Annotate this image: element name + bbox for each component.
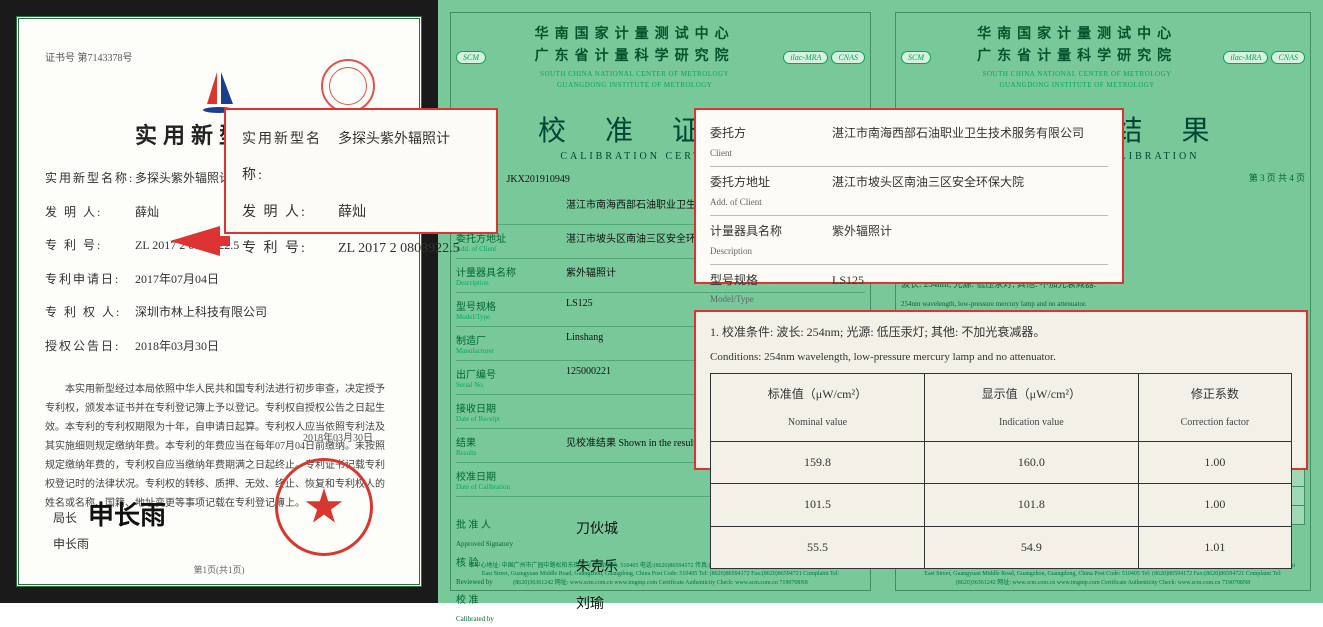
institute-header: 华南国家计量测试中心 广东省计量科学研究院 SOUTH CHINA NATION… — [535, 24, 735, 91]
arrow-icon — [170, 226, 230, 256]
patent-callout: 实用新型名称:多探头紫外辐照计 发 明 人:薛灿 专 利 号:ZL 2017 2… — [224, 108, 498, 234]
patent-certificate: 证书号 第7143378号 实用新型专利 实用新型名称:多探头紫外辐照计 发 明… — [16, 16, 422, 587]
callout-field-row: 型号规格Model/TypeLS125 — [710, 265, 1108, 314]
callout-field-row: 计量器具名称Description紫外辐照计 — [710, 216, 1108, 265]
signature-row: 校 准Calibrated by刘瑜 — [456, 590, 865, 627]
cnas-logo-icon: CNAS — [831, 51, 865, 64]
scm-logo-icon: SCM — [456, 51, 486, 64]
top-seal-icon — [321, 59, 375, 113]
client-callout: 委托方Client湛江市南海西部石油职业卫生技术服务有限公司委托方地址Add. … — [694, 108, 1124, 284]
table-callout: 1. 校准条件: 波长: 254nm; 光源: 低压汞灯; 其他: 不加光衰减器… — [694, 310, 1308, 470]
ilac-logo-icon: ilac-MRA — [783, 51, 828, 64]
callout-field-row: 委托方Client湛江市南海西部石油职业卫生技术服务有限公司 — [710, 118, 1108, 167]
patent-page-footer: 第1页(共1页) — [19, 563, 419, 576]
director-signature: 申长雨 — [88, 495, 166, 537]
patent-certificate-frame: 证书号 第7143378号 实用新型专利 实用新型名称:多探头紫外辐照计 发 明… — [0, 0, 438, 603]
national-seal-icon — [275, 458, 373, 556]
patent-signature-block: 局长 申长雨 申长雨 — [53, 493, 166, 554]
callout-field-row: 委托方地址Add. of Client湛江市坡头区南油三区安全环保大院 — [710, 167, 1108, 216]
callout-results-table: 标准值（μW/cm²）Nominal value显示值（μW/cm²）Indic… — [710, 373, 1292, 569]
scm-logo-icon: SCM — [901, 51, 931, 64]
